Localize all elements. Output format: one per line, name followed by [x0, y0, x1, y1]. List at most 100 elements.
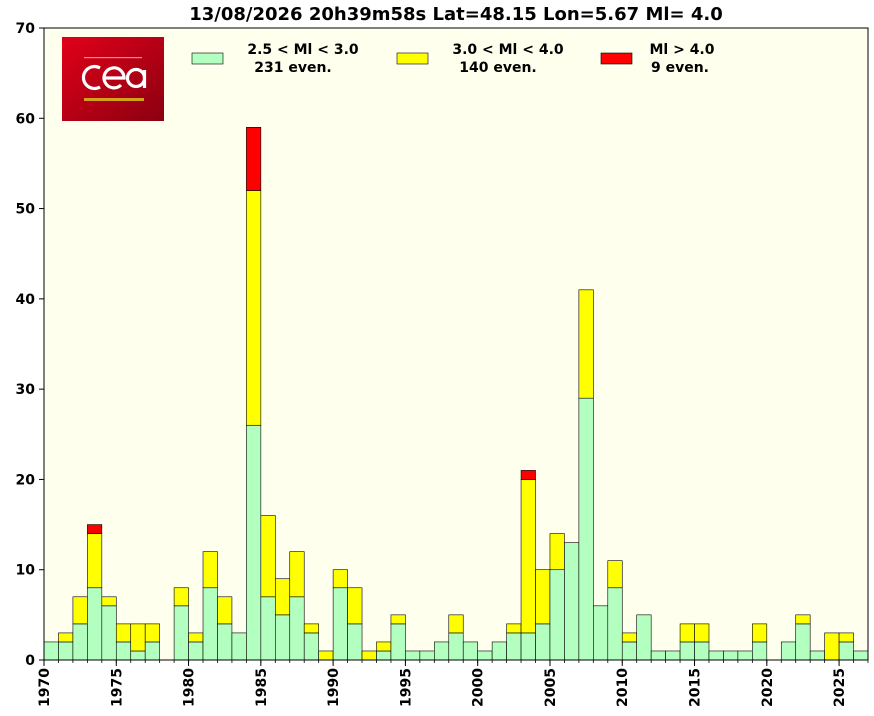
x-tick-label: 2005 [543, 668, 559, 707]
bar-1984-series-1 [246, 190, 262, 426]
bar-2025-series-0 [838, 641, 854, 661]
legend-count-0: 231 even. [254, 60, 332, 76]
bar-2014-series-1 [679, 623, 695, 643]
bar-2003-series-1 [520, 479, 536, 634]
bar-1979-series-0 [173, 605, 189, 661]
bar-1975-series-1 [115, 623, 132, 643]
bar-1981-series-1 [202, 551, 218, 589]
y-tick-label: 30 [16, 382, 36, 398]
bars-group [43, 127, 869, 661]
x-tick-label: 2000 [471, 668, 487, 707]
bar-2002-series-1 [506, 623, 522, 634]
bar-2007-series-1 [578, 289, 594, 399]
bar-1973-series-1 [87, 533, 103, 589]
y-tick-label: 40 [16, 292, 36, 308]
bar-2009-series-1 [607, 560, 623, 589]
bar-1992-series-1 [361, 650, 377, 661]
bar-1998-series-1 [448, 614, 464, 634]
bar-1999-series-0 [462, 641, 478, 661]
bar-1980-series-1 [188, 632, 204, 643]
bar-1976-series-1 [130, 623, 146, 652]
bar-1991-series-0 [347, 623, 363, 661]
bar-1990-series-1 [332, 569, 348, 589]
bar-2005-series-0 [549, 569, 565, 661]
bar-2003-series-0 [520, 632, 536, 661]
x-tick-label: 1995 [398, 668, 414, 707]
bar-1982-series-0 [217, 623, 233, 661]
bar-2015-series-1 [694, 623, 710, 643]
plot-frame [43, 27, 869, 661]
bar-2024-series-1 [824, 632, 840, 661]
bar-2005-series-1 [549, 533, 565, 571]
x-tick-label: 2010 [615, 668, 631, 707]
bar-1988-series-1 [303, 623, 319, 634]
bar-2025-series-1 [838, 632, 854, 643]
bar-2016-series-0 [708, 650, 724, 661]
y-axis: 0 10 20 30 40 50 60 70 [16, 21, 44, 669]
legend-swatch-2 [600, 52, 633, 65]
bar-1980-series-0 [188, 641, 204, 661]
bar-2011-series-0 [636, 614, 652, 661]
bar-2013-series-0 [665, 650, 681, 661]
bar-2007-series-0 [578, 397, 594, 661]
bar-2014-series-0 [679, 641, 695, 661]
bar-1998-series-0 [448, 632, 464, 661]
bar-2001-series-0 [491, 641, 507, 661]
bar-1991-series-1 [347, 587, 363, 625]
x-tick-label: 1975 [109, 668, 125, 707]
bar-1996-series-0 [419, 650, 435, 661]
bar-2015-series-0 [694, 641, 710, 661]
x-tick-label: 1980 [182, 668, 198, 707]
bar-1982-series-1 [217, 596, 233, 625]
bar-1971-series-1 [58, 632, 74, 643]
bar-1983-series-0 [231, 632, 247, 661]
bar-2009-series-0 [607, 587, 623, 661]
bar-1972-series-1 [72, 596, 88, 625]
bar-2010-series-0 [621, 641, 638, 661]
chart-title: 13/08/2026 20h39m58s Lat=48.15 Lon=5.67 … [189, 4, 723, 25]
y-tick-label: 0 [25, 653, 35, 669]
bar-2004-series-0 [535, 623, 551, 661]
bar-1981-series-0 [202, 587, 218, 661]
bar-1975-series-0 [115, 641, 132, 661]
bar-1985-series-0 [260, 596, 276, 661]
bar-2002-series-0 [506, 632, 522, 661]
bar-2017-series-0 [723, 650, 739, 661]
bar-2018-series-0 [737, 650, 753, 661]
bar-1987-series-0 [289, 596, 305, 661]
y-tick-label: 70 [16, 21, 36, 37]
bar-1986-series-0 [274, 614, 291, 661]
bar-1976-series-0 [130, 650, 146, 661]
x-tick-label: 1970 [37, 668, 53, 707]
y-tick-label: 60 [16, 111, 36, 127]
x-tick-label: 2015 [688, 668, 704, 707]
bar-1970-series-0 [43, 641, 59, 661]
bar-2023-series-0 [809, 650, 825, 661]
bar-2008-series-0 [593, 605, 609, 661]
bar-2012-series-0 [650, 650, 666, 661]
x-tick-label: 2020 [760, 668, 776, 707]
bar-1993-series-1 [376, 641, 392, 652]
bar-2003-series-2 [520, 470, 536, 480]
bar-2019-series-1 [752, 623, 768, 643]
x-tick-label: 1985 [254, 668, 270, 707]
bar-1985-series-1 [260, 515, 276, 598]
legend: 2.5 < Ml < 3.0 231 even. 3.0 < Ml < 4.0 140… [191, 42, 715, 76]
bar-1974-series-0 [101, 605, 117, 661]
bar-1993-series-0 [376, 650, 392, 661]
legend-swatch-1 [396, 52, 429, 65]
bar-2006-series-0 [564, 542, 580, 661]
bar-1984-series-0 [246, 424, 262, 661]
bar-1989-series-1 [318, 650, 334, 661]
legend-label-2: Ml > 4.0 [649, 42, 714, 58]
legend-count-2: 9 even. [651, 60, 709, 76]
legend-swatch-0 [191, 52, 224, 65]
bar-1994-series-1 [390, 614, 406, 625]
bar-1977-series-1 [144, 623, 160, 643]
bar-1994-series-0 [390, 623, 406, 661]
bar-1972-series-0 [72, 623, 88, 661]
bar-1973-series-2 [87, 524, 103, 534]
legend-label-0: 2.5 < Ml < 3.0 [247, 42, 359, 58]
legend-count-1: 140 even. [459, 60, 537, 76]
